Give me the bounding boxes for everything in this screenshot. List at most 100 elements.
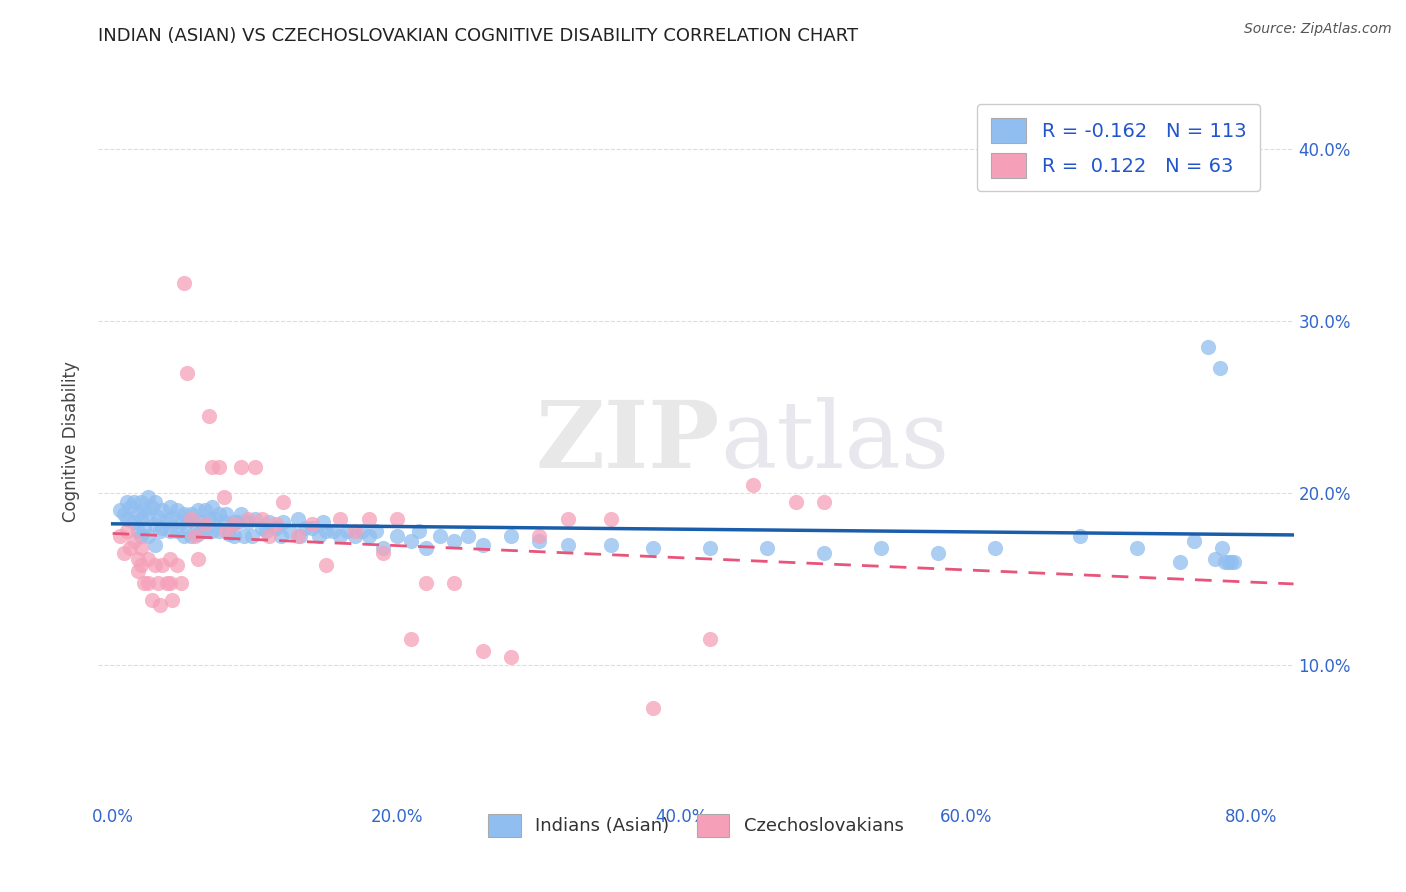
Point: [132, 503, 155, 517]
Point: [1211, 541, 1233, 556]
Point: [499, 529, 522, 543]
Point: [204, 512, 226, 526]
Point: [127, 551, 149, 566]
Point: [254, 524, 277, 538]
Point: [371, 546, 394, 560]
Point: [136, 507, 159, 521]
Point: [112, 546, 135, 560]
Point: [208, 460, 231, 475]
Point: [870, 541, 893, 556]
Point: [136, 490, 159, 504]
Point: [129, 558, 152, 573]
Text: atlas: atlas: [720, 397, 949, 486]
Point: [236, 516, 259, 530]
Point: [115, 494, 138, 508]
Point: [112, 507, 135, 521]
Point: [127, 507, 149, 521]
Point: [222, 517, 245, 532]
Point: [159, 500, 181, 514]
Point: [250, 520, 273, 534]
Point: [166, 558, 188, 573]
Point: [215, 524, 238, 538]
Point: [457, 529, 479, 543]
Point: [408, 524, 430, 538]
Point: [201, 524, 224, 538]
Point: [170, 575, 193, 590]
Point: [152, 503, 174, 517]
Point: [127, 564, 149, 578]
Text: Source: ZipAtlas.com: Source: ZipAtlas.com: [1244, 22, 1392, 37]
Point: [599, 512, 621, 526]
Point: [1182, 534, 1205, 549]
Point: [343, 524, 366, 538]
Point: [813, 494, 835, 508]
Point: [756, 541, 779, 556]
Point: [257, 529, 280, 543]
Point: [194, 503, 217, 517]
Point: [322, 524, 344, 538]
Point: [813, 546, 835, 560]
Point: [371, 541, 394, 556]
Text: ZIP: ZIP: [536, 397, 720, 486]
Point: [301, 520, 323, 534]
Point: [176, 516, 198, 530]
Point: [1208, 360, 1230, 375]
Point: [243, 512, 266, 526]
Point: [136, 575, 159, 590]
Point: [194, 517, 217, 532]
Point: [529, 529, 551, 543]
Point: [173, 529, 195, 543]
Point: [229, 507, 252, 521]
Point: [243, 460, 266, 475]
Point: [557, 538, 579, 552]
Point: [149, 598, 172, 612]
Point: [785, 494, 807, 508]
Point: [122, 534, 145, 549]
Point: [471, 644, 494, 658]
Point: [141, 500, 163, 514]
Point: [350, 524, 373, 538]
Point: [287, 512, 309, 526]
Point: [336, 524, 359, 538]
Point: [115, 512, 138, 526]
Point: [173, 277, 195, 291]
Point: [273, 516, 295, 530]
Point: [122, 516, 145, 530]
Point: [187, 551, 209, 566]
Point: [156, 514, 179, 528]
Point: [443, 575, 465, 590]
Point: [308, 529, 330, 543]
Point: [401, 632, 423, 647]
Point: [180, 512, 202, 526]
Point: [208, 524, 231, 538]
Point: [557, 512, 579, 526]
Point: [127, 524, 149, 538]
Point: [198, 512, 221, 526]
Point: [222, 529, 245, 543]
Point: [643, 701, 665, 715]
Point: [118, 541, 141, 556]
Point: [315, 524, 337, 538]
Point: [136, 529, 159, 543]
Point: [1219, 555, 1241, 569]
Point: [1197, 340, 1219, 354]
Point: [415, 541, 437, 556]
Point: [173, 507, 195, 521]
Point: [212, 516, 235, 530]
Point: [141, 592, 163, 607]
Point: [122, 494, 145, 508]
Point: [232, 529, 254, 543]
Point: [1069, 529, 1091, 543]
Point: [1204, 551, 1226, 566]
Point: [229, 460, 252, 475]
Point: [471, 538, 494, 552]
Point: [156, 575, 179, 590]
Point: [143, 558, 166, 573]
Point: [115, 524, 138, 538]
Point: [312, 516, 335, 530]
Point: [287, 529, 309, 543]
Point: [184, 517, 207, 532]
Point: [152, 520, 174, 534]
Point: [273, 494, 295, 508]
Point: [152, 558, 174, 573]
